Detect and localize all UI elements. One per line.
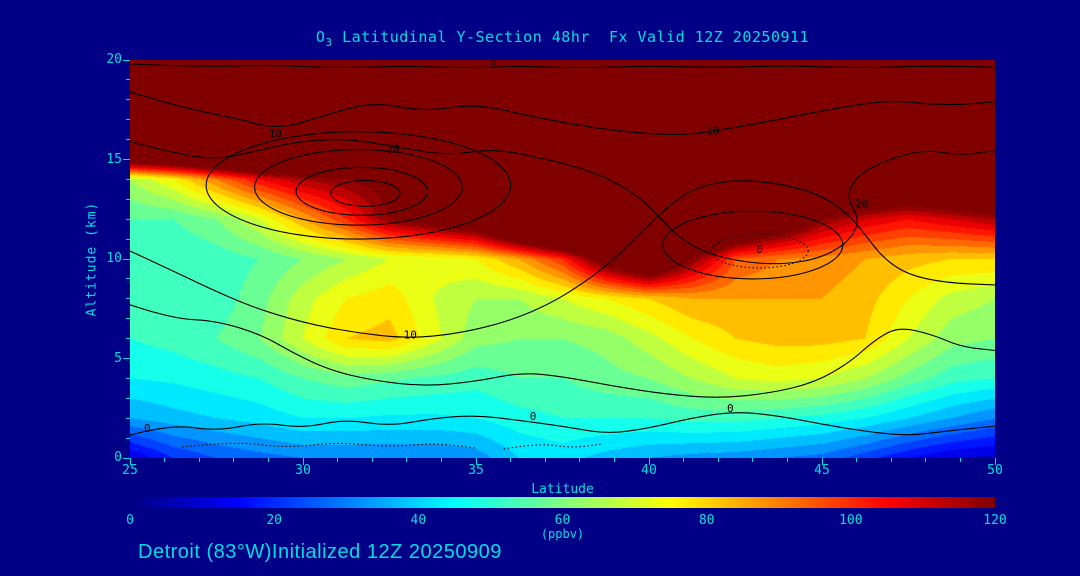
x-tick-label: 30 — [295, 463, 311, 478]
colorbar-tick-label: 120 — [983, 513, 1007, 528]
x-axis-label: Latitude — [531, 482, 594, 497]
axis-tick — [302, 458, 304, 465]
colorbar-tick-label: 20 — [266, 513, 282, 528]
chart-title: O3 Latitudinal Y-Section 48hr Fx Valid 1… — [130, 28, 995, 49]
wind-contour-loop — [205, 131, 512, 240]
axis-tick — [752, 458, 754, 462]
axis-tick — [126, 198, 130, 200]
axis-tick — [994, 458, 996, 465]
axis-tick — [126, 397, 130, 399]
axis-tick — [126, 218, 130, 220]
colorbar-gradient — [130, 497, 995, 508]
axis-tick — [613, 458, 615, 462]
y-tick-label: 15 — [106, 151, 122, 167]
axis-tick — [129, 458, 131, 465]
axis-tick — [126, 79, 130, 81]
y-tick-label: 5 — [114, 350, 122, 366]
wind-contour-label: 20 — [386, 143, 399, 156]
title-text: Latitudinal Y-Section 48hr Fx Valid 12Z … — [332, 28, 810, 46]
axis-tick — [126, 238, 130, 240]
title-o3: O — [315, 28, 326, 46]
wind-contour-line — [130, 63, 995, 69]
axis-tick — [126, 377, 130, 379]
y-tick-label: 20 — [106, 52, 122, 67]
axis-tick — [959, 458, 961, 462]
wind-contour-loop — [254, 149, 463, 226]
wind-contour-loop — [710, 233, 809, 269]
axis-tick — [126, 318, 130, 320]
axis-tick — [123, 59, 130, 61]
wind-contour-line — [130, 180, 995, 338]
wind-contour-label: 10 — [269, 128, 282, 141]
axis-tick — [648, 458, 650, 465]
axis-tick — [123, 258, 130, 260]
wind-contour-label: 0 — [727, 402, 734, 415]
axis-tick — [475, 458, 477, 465]
title-o3-subscript: 3 — [325, 36, 333, 49]
wind-contour-label: 10 — [404, 329, 417, 342]
colorbar-units-label: (ppbv) — [540, 527, 585, 541]
axis-tick — [510, 458, 512, 462]
x-tick-label: 25 — [122, 463, 138, 478]
x-tick-label: 35 — [468, 463, 484, 478]
axis-tick — [337, 458, 339, 462]
axis-tick — [925, 458, 927, 462]
wind-contour-line — [130, 304, 995, 398]
wind-contour-label: 20 — [855, 197, 868, 210]
axis-tick — [126, 99, 130, 101]
axis-tick — [126, 278, 130, 280]
axis-tick — [126, 178, 130, 180]
wind-contour-label: 0 — [756, 243, 763, 256]
wind-contour-line — [503, 443, 601, 450]
wind-contour-line — [181, 442, 477, 449]
axis-tick — [579, 458, 581, 462]
axis-tick — [371, 458, 373, 462]
axis-tick — [198, 458, 200, 462]
axis-tick — [123, 159, 130, 160]
axis-tick — [126, 417, 130, 419]
axis-tick — [126, 139, 130, 141]
wind-contour-label: 0 — [530, 410, 537, 423]
wind-contour-line — [130, 91, 995, 136]
axis-tick — [821, 458, 823, 465]
wind-contour-loop — [295, 166, 429, 216]
colorbar-tick-label: 100 — [839, 513, 863, 528]
axis-tick — [267, 458, 269, 462]
axis-tick — [123, 457, 130, 459]
wind-contour-loop — [330, 179, 401, 207]
wind-contour-loop — [662, 210, 844, 280]
colorbar-tick-label: 40 — [410, 513, 427, 528]
x-tick-label: 50 — [987, 463, 1003, 478]
axis-tick — [544, 458, 546, 462]
axis-tick — [126, 119, 130, 121]
axis-tick — [786, 458, 788, 462]
wind-contour-overlay: 10 20 10 20 10 0 0 0 0 0 — [130, 60, 995, 450]
axis-tick — [233, 458, 235, 462]
wind-contour-label: 0 — [144, 422, 151, 435]
axis-tick — [717, 458, 719, 462]
y-tick-label: 10 — [106, 251, 122, 266]
colorbar-tick-label: 60 — [554, 513, 571, 528]
wind-contour-label: 0 — [490, 60, 497, 68]
wind-contour-line — [130, 139, 995, 265]
axis-tick — [890, 458, 892, 462]
wind-contour-label: 10 — [706, 125, 719, 138]
colorbar-tick-label: 80 — [698, 513, 715, 528]
wind-contour-line — [130, 412, 995, 436]
axis-tick — [126, 437, 130, 439]
colorbar-tick-label: 0 — [126, 513, 134, 528]
axis-tick — [406, 458, 408, 462]
axis-tick — [683, 458, 685, 462]
axis-tick — [440, 458, 442, 462]
axis-tick — [123, 358, 130, 359]
axis-tick — [126, 338, 130, 340]
y-tick-label: 0 — [114, 450, 122, 465]
footer-caption: Detroit (83°W)Initialized 12Z 20250909 — [138, 541, 502, 563]
axis-tick — [856, 458, 858, 462]
x-tick-label: 45 — [814, 463, 830, 478]
x-tick-label: 40 — [641, 463, 657, 478]
axis-tick — [164, 458, 166, 462]
axis-tick — [126, 298, 130, 300]
